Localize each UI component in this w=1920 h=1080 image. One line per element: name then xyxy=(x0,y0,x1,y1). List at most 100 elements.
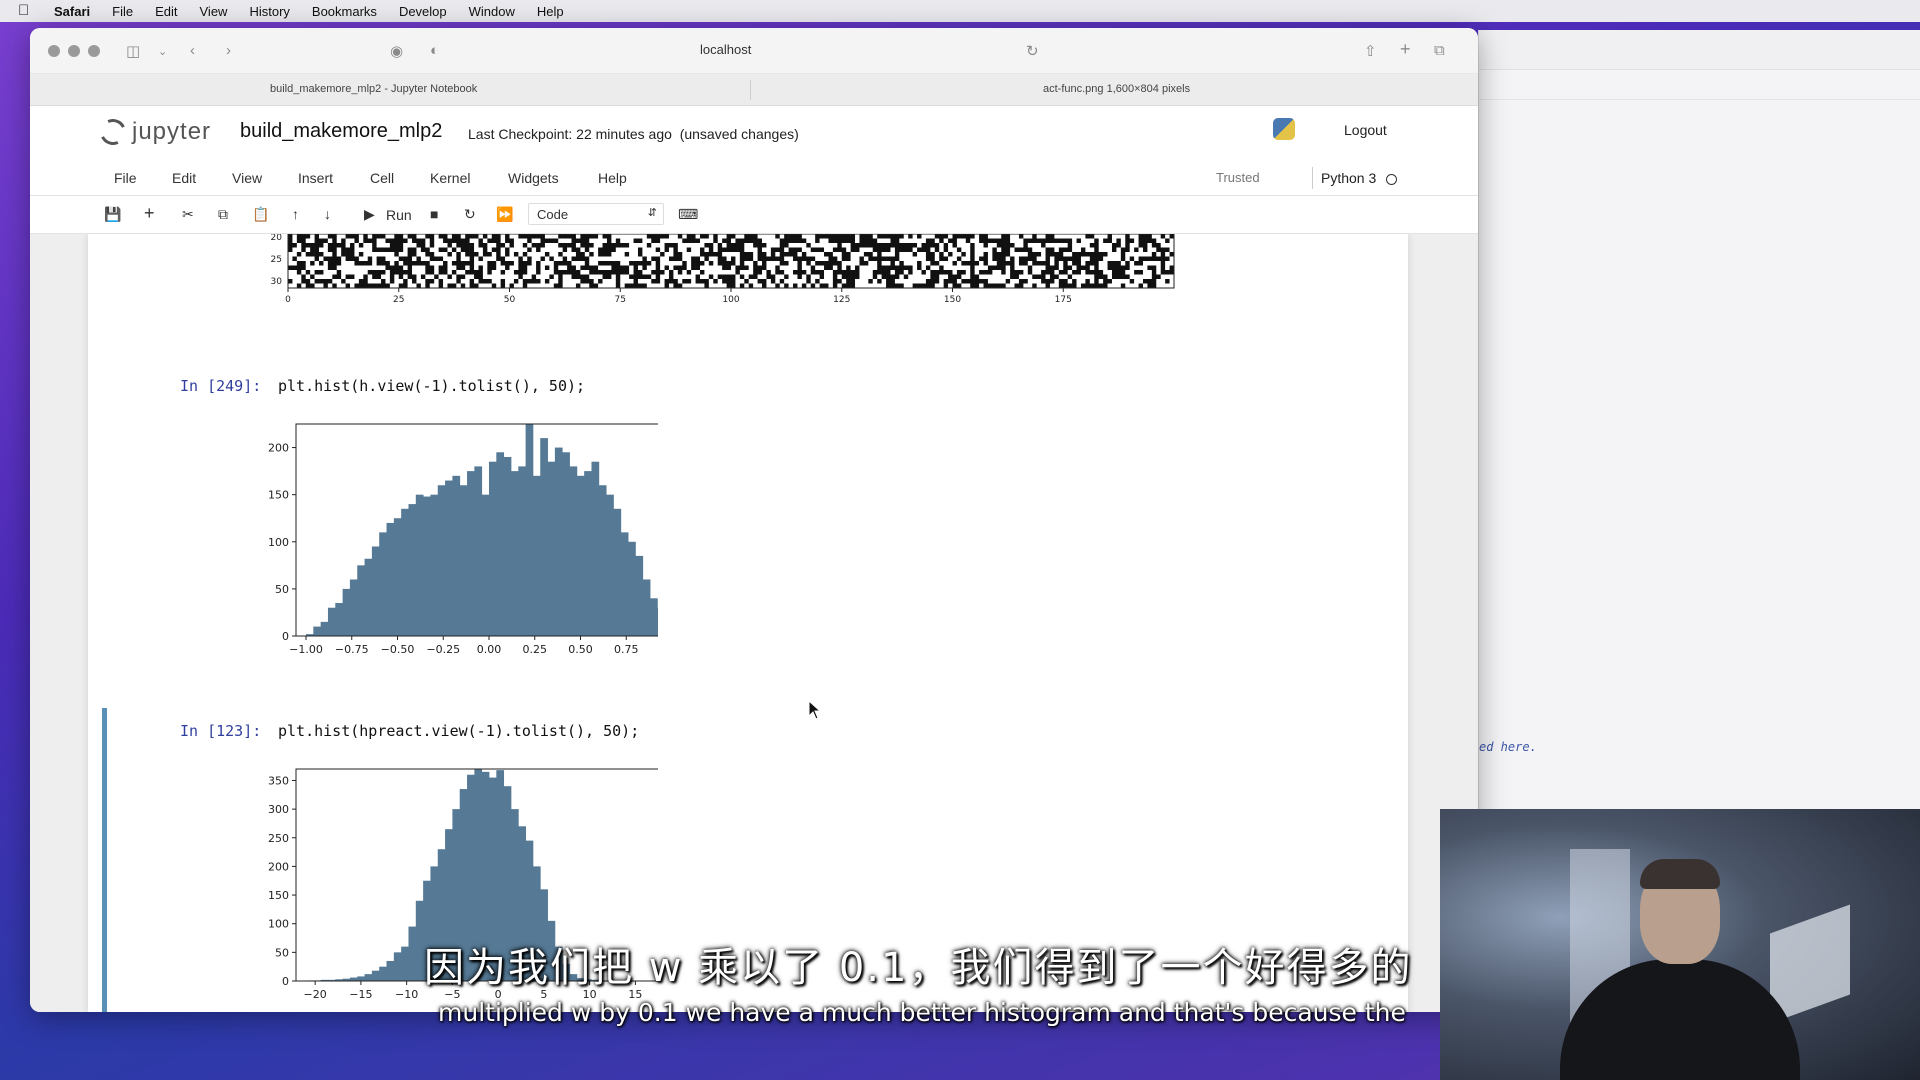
heatmap-cell xyxy=(890,274,896,280)
jmenu-file[interactable]: File xyxy=(114,170,137,186)
histogram-bar xyxy=(327,607,336,636)
heatmap-cell xyxy=(886,243,891,248)
heatmap-cell xyxy=(974,252,980,257)
heatmap-cell xyxy=(412,243,417,248)
jmenu-kernel[interactable]: Kernel xyxy=(430,170,471,186)
heatmap-cell xyxy=(1165,247,1170,253)
heatmap-cell xyxy=(323,243,329,248)
menu-history[interactable]: History xyxy=(249,3,290,19)
heatmap-cell xyxy=(992,279,998,284)
heatmap-cell xyxy=(979,274,984,280)
menu-window[interactable]: Window xyxy=(468,3,515,19)
trusted-indicator[interactable]: Trusted xyxy=(1216,170,1260,185)
heatmap-cell xyxy=(979,270,984,275)
menu-view[interactable]: View xyxy=(199,3,228,19)
heatmap-cell xyxy=(381,256,386,262)
heatmap-cell xyxy=(717,247,723,253)
heatmap-cell xyxy=(704,274,710,280)
menu-develop[interactable]: Develop xyxy=(398,3,447,19)
heatmap-cell xyxy=(606,274,612,280)
heatmap-cell xyxy=(948,283,953,289)
heatmap-cell xyxy=(624,274,630,280)
forward-icon[interactable]: › xyxy=(226,42,231,59)
paste-icon[interactable]: 📋 xyxy=(252,206,270,222)
kernel-indicator[interactable]: Python 3 xyxy=(1312,167,1398,189)
cell-code-249[interactable]: plt.hist(h.view(-1).tolist(), 50); xyxy=(278,377,586,395)
insert-cell-icon[interactable]: + xyxy=(144,203,155,223)
heatmap-cell xyxy=(1160,279,1166,284)
heatmap-cell xyxy=(1063,261,1068,266)
restart-run-all-icon[interactable]: ⏩ xyxy=(496,206,514,222)
heatmap-cell xyxy=(824,279,829,284)
heatmap-cell xyxy=(806,238,812,244)
histogram-bar xyxy=(547,920,556,981)
move-down-icon[interactable]: ↓ xyxy=(324,206,331,222)
heatmap-cell xyxy=(753,247,758,253)
shield-icon[interactable]: ◐ xyxy=(430,42,440,59)
heatmap-cell xyxy=(917,274,922,280)
share-icon[interactable]: ⇧ xyxy=(1364,43,1377,60)
keyboard-icon[interactable]: ⌨ xyxy=(678,206,699,222)
save-icon[interactable]: 💾 xyxy=(104,206,122,222)
copy-icon[interactable]: ⧉ xyxy=(218,206,228,222)
chevron-down-icon[interactable]: ⌄ xyxy=(158,46,168,58)
menu-edit[interactable]: Edit xyxy=(155,3,178,19)
heatmap-cell xyxy=(917,252,922,257)
notebook-name[interactable]: build_makemore_mlp2 xyxy=(240,120,443,142)
close-window-button[interactable] xyxy=(48,44,60,57)
interrupt-icon[interactable]: ■ xyxy=(430,206,439,222)
zoom-window-button[interactable] xyxy=(88,44,100,57)
notebook-container[interactable]: 20 25 30 0 25 50 75 100 125 150 175 In [249]: plt… xyxy=(30,234,1478,1012)
jmenu-widgets[interactable]: Widgets xyxy=(508,170,559,186)
jmenu-edit[interactable]: Edit xyxy=(172,170,197,186)
cell-type-select[interactable]: Code ⇵ xyxy=(528,203,664,225)
run-button[interactable]: Run xyxy=(386,207,412,223)
cell-code-123[interactable]: plt.hist(hpreact.view(-1).tolist(), 50); xyxy=(278,722,640,740)
menu-bookmarks[interactable]: Bookmarks xyxy=(311,3,377,19)
back-icon[interactable]: ‹ xyxy=(190,42,195,59)
heatmap-cell xyxy=(1160,243,1166,248)
heatmap-cell xyxy=(389,279,395,284)
apple-icon[interactable]:  xyxy=(18,3,34,19)
menu-file[interactable]: File xyxy=(112,3,134,19)
heatmap-cell xyxy=(952,283,958,289)
minimize-window-button[interactable] xyxy=(68,44,80,57)
heatmap-cell xyxy=(788,243,794,248)
privacy-report-icon[interactable]: ◉ xyxy=(390,43,404,60)
jmenu-help[interactable]: Help xyxy=(598,170,627,186)
heatmap-cell xyxy=(1098,274,1104,280)
sidebar-icon[interactable]: ◫ xyxy=(126,43,141,60)
heatmap-cell xyxy=(536,274,541,280)
tab-overview-icon[interactable]: ⧉ xyxy=(1434,42,1445,59)
heatmap-cell xyxy=(301,279,307,284)
restart-icon[interactable]: ↻ xyxy=(464,206,476,222)
heatmap-cell xyxy=(296,283,302,289)
jupyter-logo[interactable]: jupyter xyxy=(96,115,211,149)
heatmap-cell xyxy=(673,238,679,244)
jmenu-view[interactable]: View xyxy=(232,170,263,186)
heatmap-cell xyxy=(655,243,661,248)
background-window[interactable]: ed here. xyxy=(1478,30,1920,810)
address-bar[interactable]: localhost xyxy=(700,42,752,57)
run-icon[interactable]: ▶ xyxy=(364,206,375,222)
jmenu-insert[interactable]: Insert xyxy=(298,170,334,186)
jmenu-cell[interactable]: Cell xyxy=(370,170,395,186)
cut-icon[interactable]: ✂ xyxy=(182,206,194,222)
menu-safari[interactable]: Safari xyxy=(54,3,91,19)
heatmap-cell xyxy=(1120,274,1126,280)
heatmap-cell xyxy=(753,234,758,239)
move-up-icon[interactable]: ↑ xyxy=(292,206,299,222)
heatmap-cell xyxy=(677,279,683,284)
heatmap-cell xyxy=(731,270,736,275)
heatmap-cell xyxy=(558,283,563,289)
new-tab-icon[interactable]: + xyxy=(1400,39,1411,59)
tab-act-func-image[interactable]: act-func.png 1,600×804 pixels xyxy=(1043,83,1191,95)
reload-icon[interactable]: ↻ xyxy=(1026,43,1039,60)
heatmap-cell xyxy=(992,265,998,271)
tab-jupyter-notebook[interactable]: build_makemore_mlp2 - Jupyter Notebook xyxy=(270,83,478,95)
heatmap-cell xyxy=(398,243,404,248)
menu-help[interactable]: Help xyxy=(536,3,564,19)
heatmap-cell xyxy=(629,274,634,280)
logout-button[interactable]: Logout xyxy=(1344,122,1387,138)
heatmap-cell xyxy=(908,243,913,248)
